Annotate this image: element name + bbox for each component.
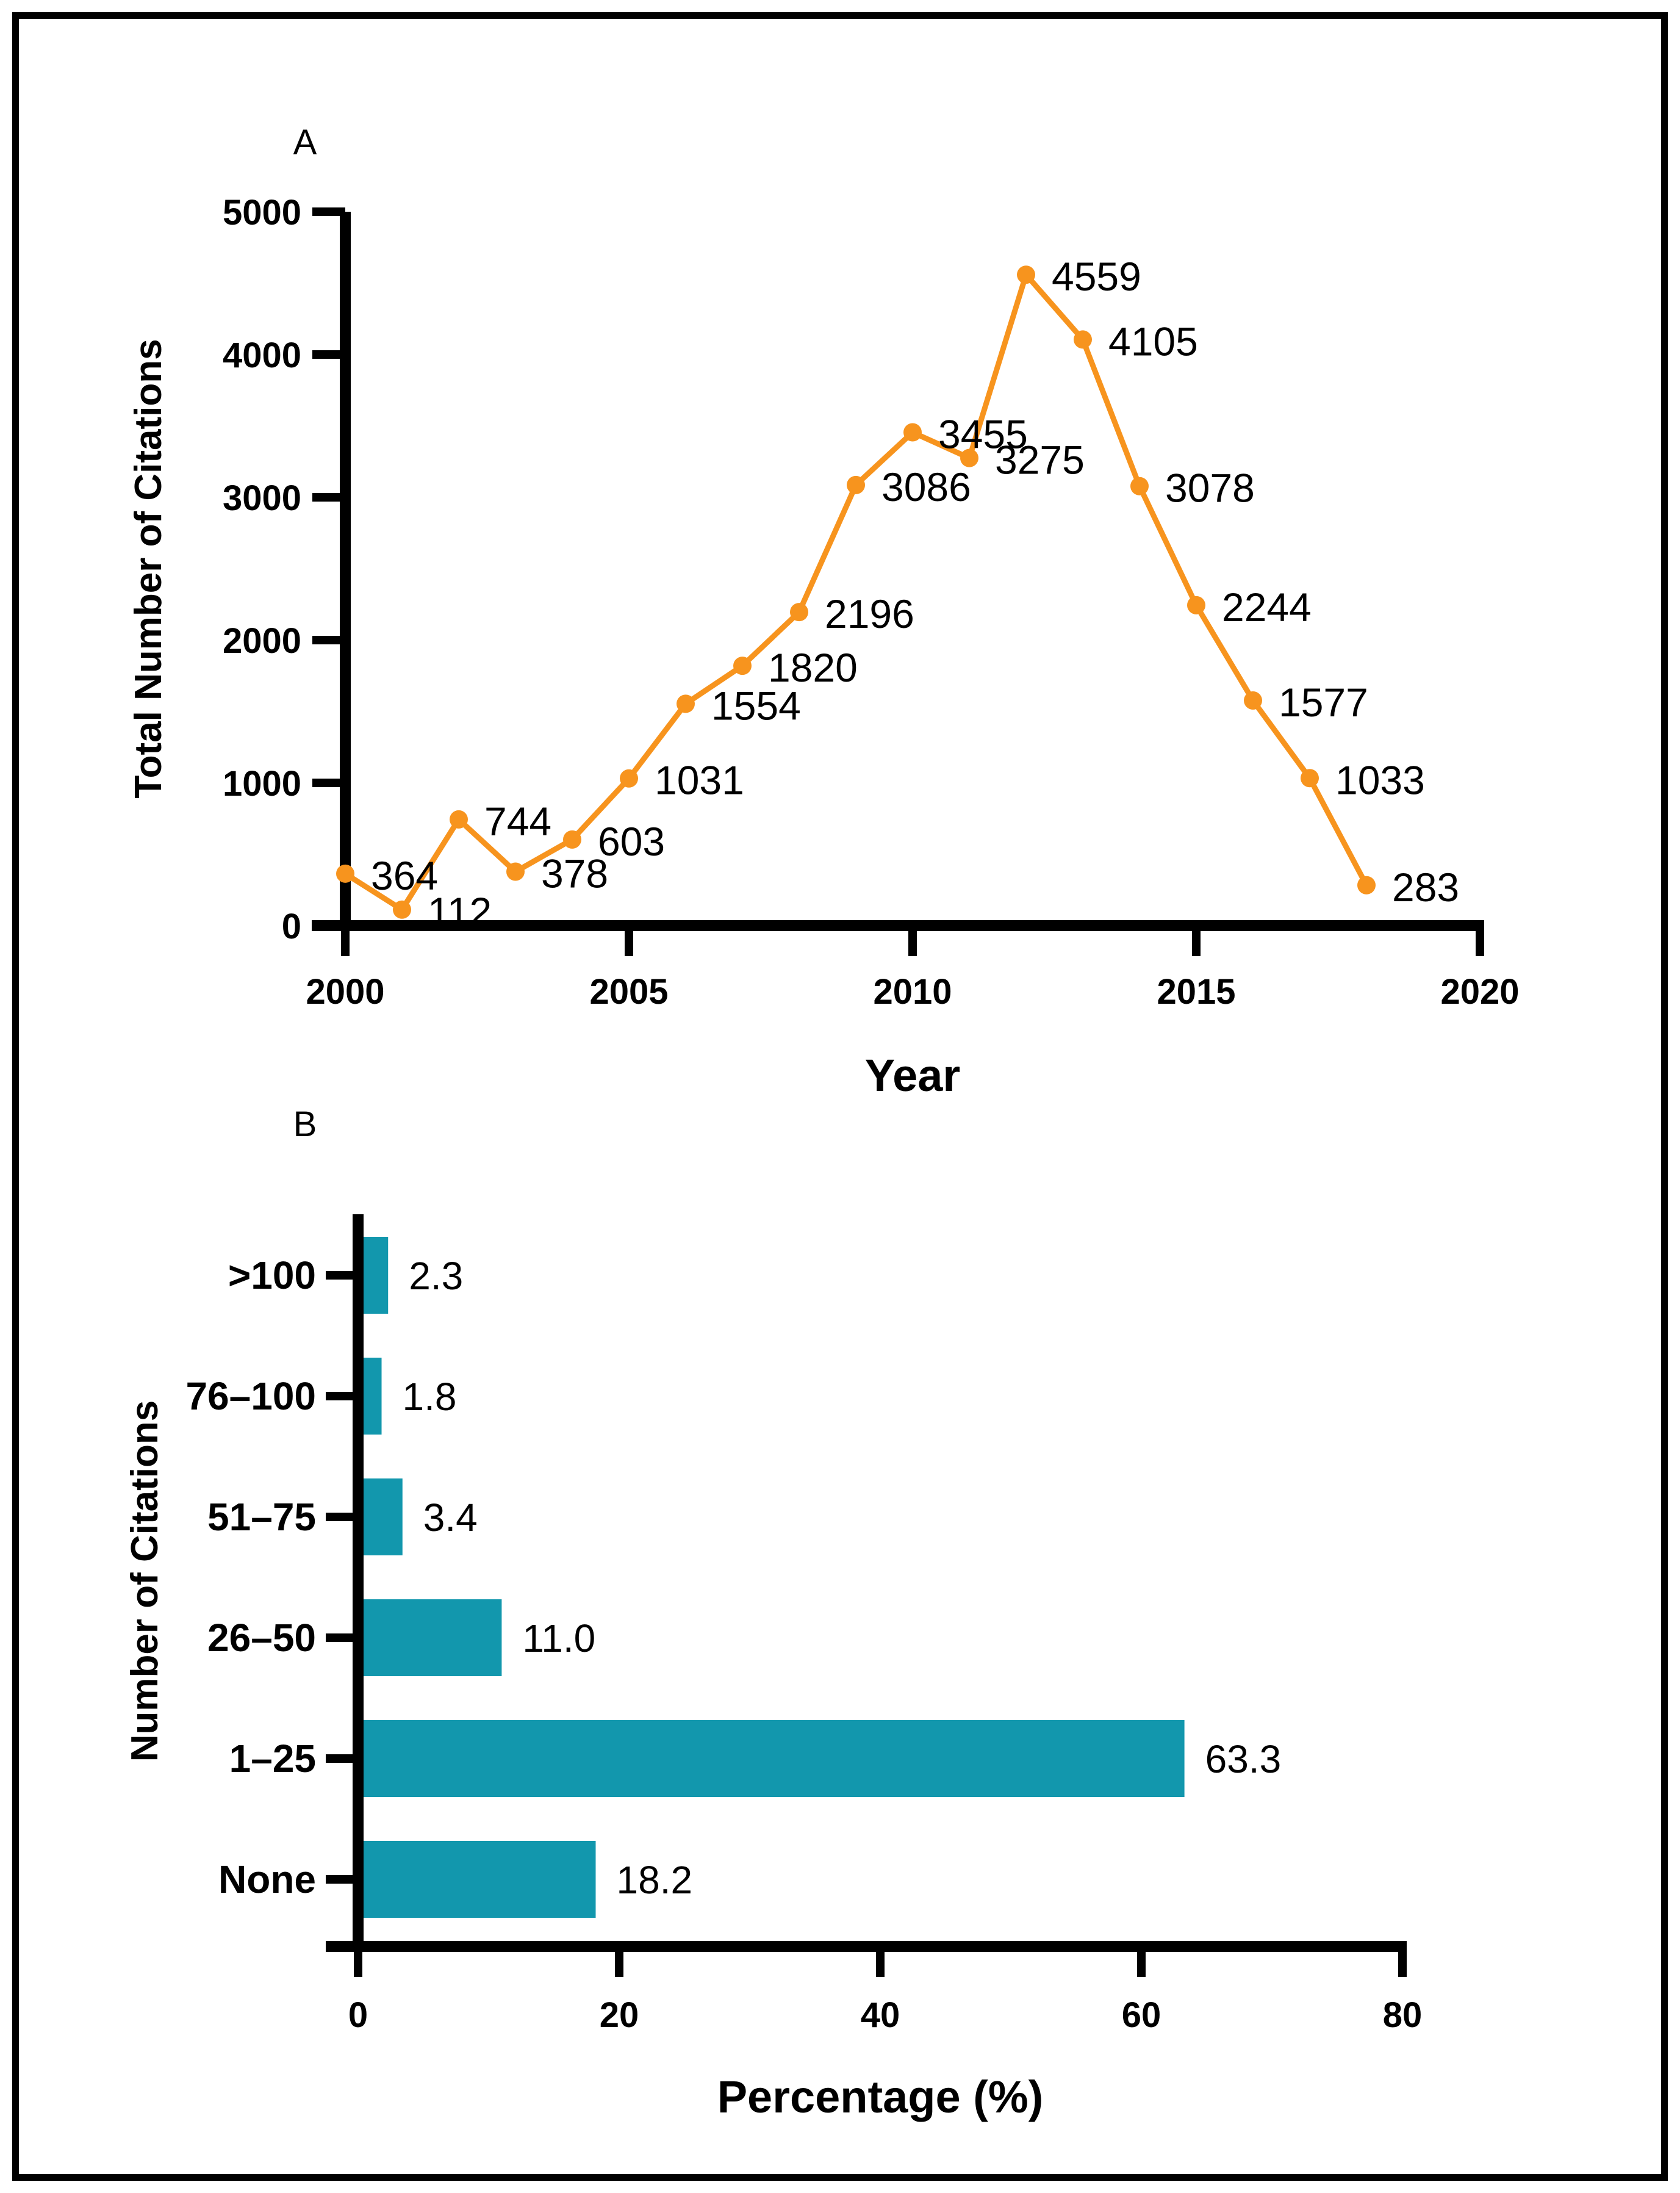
data-label-2013: 4105 [1108,319,1198,364]
category-label-2: 51–75 [207,1495,316,1539]
data-point-2001 [393,900,411,919]
panel-a-x-tick-label: 2005 [589,972,668,1012]
panel-b-x-axis-title: Percentage (%) [717,2072,1044,2122]
panel-a-y-tick-label: 1000 [223,764,301,804]
panel-a-x-tick-label: 2015 [1157,972,1235,1012]
panel-b-letter: B [293,1104,317,1144]
bar-4 [364,1720,1185,1797]
bar-2 [364,1478,403,1555]
panel-a-y-tick-label: 0 [282,907,301,946]
data-label-2010: 3455 [938,412,1028,457]
panel-b-plot: >100 2.3 76–100 1.8 51–75 3.4 26–50 11.0 1–25 63.… [185,1214,1422,2035]
panel-a-y-tick-label: 4000 [223,336,301,375]
data-point-2013 [1074,330,1092,349]
data-point-2008 [790,603,808,622]
data-point-2010 [903,423,922,442]
bar-0 [364,1237,389,1314]
bar-5 [364,1841,596,1918]
data-label-2012: 4559 [1052,254,1141,299]
bar-3 [364,1599,502,1676]
panel-a-x-axis-title: Year [865,1050,960,1101]
figure-border [12,12,1668,2181]
panel-a-x-tick-label: 2000 [306,972,384,1012]
panel-b-y-axis-title: Number of Citations [124,1400,166,1762]
data-point-2011 [960,448,978,467]
data-point-2000 [336,864,354,883]
data-point-2002 [450,810,468,829]
bar-value-label-3: 11.0 [522,1616,595,1660]
category-label-0: >100 [228,1253,316,1297]
panel-a-letter: A [293,123,317,162]
data-point-2015 [1187,596,1205,614]
data-label-2017: 1033 [1335,757,1425,802]
panel-a: A Total Number of Citations Year 0 1000 20… [127,123,1520,1101]
data-label-2000: 364 [371,853,438,898]
bar-value-label-1: 1.8 [403,1375,457,1419]
panel-a-plot: 0 1000 2000 3000 4000 5000 2000 2005 2010 2015 202… [223,193,1520,1012]
panel-a-y-tick-label: 2000 [223,621,301,661]
data-label-2007: 1820 [768,645,858,690]
bar-value-label-0: 2.3 [409,1254,463,1298]
panel-b-x-tick-label: 80 [1383,1995,1423,2035]
bar-1 [364,1358,382,1435]
data-label-2008: 2196 [825,591,914,636]
panel-a-y-tick-label: 3000 [223,478,301,518]
data-label-2014: 3078 [1165,466,1255,511]
panel-b-x-tick-label: 40 [861,1995,900,2035]
data-point-2005 [620,769,638,788]
data-point-2016 [1244,691,1262,710]
data-label-2016: 1577 [1279,680,1368,725]
bar-value-label-5: 18.2 [616,1858,692,1902]
data-label-2006: 1554 [711,683,801,728]
panel-b-x-tick-label: 60 [1122,1995,1161,2035]
panel-b-x-tick-label: 0 [348,1995,368,2035]
data-point-2014 [1130,477,1149,495]
data-label-2004: 603 [598,819,665,864]
data-point-2012 [1017,265,1035,284]
data-point-2017 [1301,769,1319,788]
data-label-2015: 2244 [1222,585,1312,630]
data-label-2003: 378 [541,851,608,896]
panel-b-x-tick-label: 20 [600,1995,639,2035]
data-point-2004 [563,830,581,849]
data-label-2005: 1031 [655,758,744,803]
category-label-1: 76–100 [185,1374,316,1418]
bar-value-label-2: 3.4 [423,1496,478,1539]
data-point-2006 [677,694,695,713]
panel-a-y-tick-label: 5000 [223,193,301,232]
data-label-2011: 3275 [995,438,1085,483]
data-label-2009: 3086 [881,464,971,510]
data-label-2002: 744 [484,799,551,844]
data-point-2018 [1357,876,1376,895]
bar-value-label-4: 63.3 [1205,1737,1282,1781]
data-label-2018: 283 [1392,865,1459,910]
panel-a-x-tick-label: 2010 [873,972,952,1012]
panel-a-y-axis-title: Total Number of Citations [127,339,170,798]
data-point-2007 [733,657,752,675]
category-label-4: 1–25 [229,1737,316,1781]
data-point-2003 [506,862,525,881]
panel-b: B Number of Citations Percentage (%) >10… [124,1104,1422,2122]
data-point-2009 [847,475,865,494]
panel-a-x-tick-label: 2020 [1440,972,1519,1012]
data-label-2001: 112 [428,889,492,934]
category-label-5: None [218,1857,316,1901]
category-label-3: 26–50 [207,1616,316,1660]
